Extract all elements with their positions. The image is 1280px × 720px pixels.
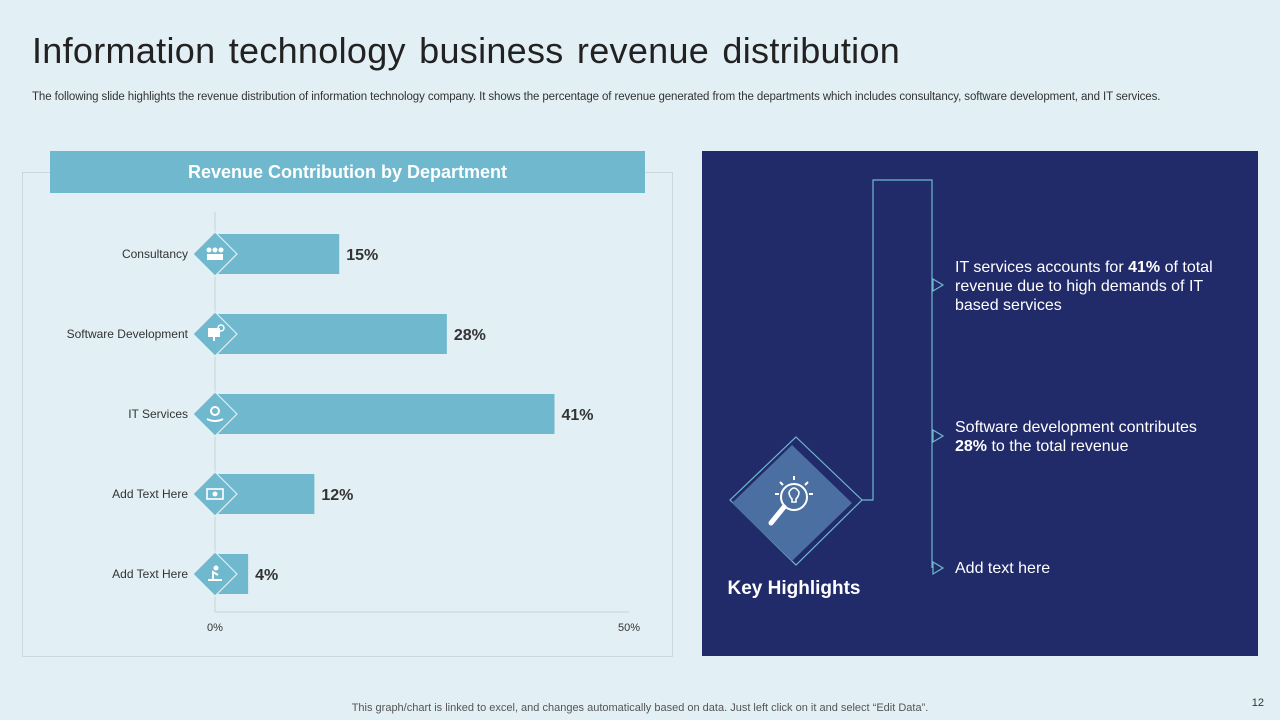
chart-title: Revenue Contribution by Department: [50, 151, 645, 193]
category-label: IT Services: [128, 407, 188, 421]
value-label: 12%: [321, 487, 353, 504]
value-label: 15%: [346, 247, 378, 264]
value-label: 41%: [561, 407, 593, 424]
bar[interactable]: [215, 394, 555, 434]
highlight-item-1: IT services accounts for 41% of total re…: [955, 259, 1213, 314]
x-tick-label: 50%: [618, 622, 640, 634]
x-tick-label: 0%: [207, 622, 223, 634]
key-highlights-panel: [702, 151, 1258, 656]
team-icon: [206, 247, 224, 260]
highlight-item-3: Add text here: [955, 560, 1051, 577]
money-icon: [206, 488, 224, 500]
value-label: 28%: [454, 327, 486, 344]
category-label: Add Text Here: [112, 567, 188, 581]
footnote: This graph/chart is linked to excel, and…: [351, 702, 929, 714]
category-label: Software Development: [67, 327, 189, 341]
page-number: 12: [1251, 697, 1264, 709]
computer-network-icon: [208, 324, 225, 341]
bar[interactable]: [215, 314, 447, 354]
value-label: 4%: [255, 567, 278, 584]
category-label: Add Text Here: [112, 487, 188, 501]
hand-gear-icon: [206, 406, 224, 422]
key-highlights-heading: Key Highlights: [727, 578, 861, 599]
page-subtitle: The following slide highlights the reven…: [32, 91, 1161, 103]
category-label: Consultancy: [122, 247, 188, 261]
person-desk-icon: [208, 565, 222, 581]
highlight-item-2: Software development contributes 28% to …: [955, 419, 1197, 455]
bar-chart[interactable]: 0% 50% Consultancy 15% Software Development 2…: [0, 0, 700, 660]
page-title: Information technology business revenue …: [32, 30, 901, 71]
